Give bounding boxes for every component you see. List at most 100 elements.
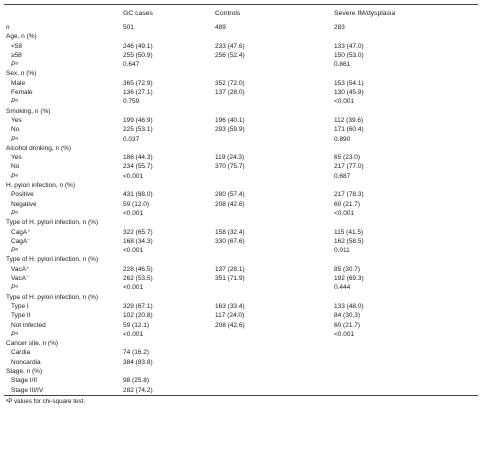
table-row: Pᵃ <0.001 0.687 xyxy=(4,172,478,181)
table-row: Negative 59 (12.0) 208 (42.6) 60 (21.7) xyxy=(4,200,478,209)
row-label: Smoking, n (%) xyxy=(6,107,51,115)
row-label: ≥58 xyxy=(11,51,22,59)
table-row: CagA⁻ 168 (34.3) 330 (67.6) 162 (58.5) xyxy=(4,237,478,246)
table-row: Type of H. pylori infection, n (%) xyxy=(4,255,478,264)
table-row: Stage I/II 98 (25.8) xyxy=(4,376,478,385)
cell-gc-cases: 431 (88.0) xyxy=(123,191,153,199)
cell-severe-im-dysplasia: 0.861 xyxy=(334,61,351,69)
cell-gc-cases: 255 (50.9) xyxy=(123,51,153,59)
cell-severe-im-dysplasia xyxy=(332,293,478,302)
row-label: Pᵃ xyxy=(11,284,18,292)
row-label: Cancer site, n (%) xyxy=(6,340,59,348)
cell-severe-im-dysplasia: 0.890 xyxy=(334,135,351,143)
top-rule xyxy=(4,4,478,5)
table-row: n 501 489 283 xyxy=(4,23,478,32)
cell-gc-cases: 246 (49.1) xyxy=(123,42,153,50)
row-label: Type of H. pylori infection, n (%) xyxy=(6,293,99,301)
row-label: Age, n (%) xyxy=(6,33,37,41)
row-label: No xyxy=(11,163,20,171)
cell-severe-im-dysplasia xyxy=(332,386,478,395)
cell-gc-cases xyxy=(121,69,213,78)
cell-severe-im-dysplasia xyxy=(332,367,478,376)
cell-gc-cases: 168 (34.3) xyxy=(123,237,153,245)
row-label: Noncardia xyxy=(11,358,41,366)
row-label: Cardia xyxy=(11,349,31,357)
cell-controls xyxy=(213,386,332,395)
cell-controls xyxy=(213,69,332,78)
cell-gc-cases: 384 (83.8) xyxy=(123,358,153,366)
cell-controls xyxy=(213,348,332,357)
cell-controls: 196 (40.1) xyxy=(215,116,245,124)
row-label: Positive xyxy=(11,191,34,199)
cell-gc-cases xyxy=(121,107,213,116)
cell-severe-im-dysplasia: 115 (41.5) xyxy=(334,228,364,236)
cell-controls: 208 (42.6) xyxy=(215,200,245,208)
cell-gc-cases xyxy=(121,255,213,264)
cell-severe-im-dysplasia xyxy=(332,358,478,367)
cell-severe-im-dysplasia xyxy=(332,348,478,357)
cell-gc-cases: 262 (53.5) xyxy=(123,275,153,283)
cell-severe-im-dysplasia: 192 (69.3) xyxy=(334,275,364,283)
cell-controls xyxy=(213,172,332,181)
cell-gc-cases: 59 (12.1) xyxy=(123,321,150,329)
table-header-row: GC cases Controls Severe IM/dysplasia xyxy=(4,5,478,23)
table-row: Cardia 74 (16.2) xyxy=(4,348,478,357)
cell-controls: 256 (52.4) xyxy=(215,51,245,59)
cell-gc-cases: 234 (55.7) xyxy=(123,163,153,171)
cell-severe-im-dysplasia: 283 xyxy=(334,24,345,31)
table-row: VacA⁻ 262 (53.5) 351 (71.9) 192 (69.3) xyxy=(4,274,478,283)
table-body: n 501 489 283 Age, n (%) <58 246 (49.1) 233 (47… xyxy=(4,23,478,395)
row-label: Type I xyxy=(11,302,29,310)
row-label: Pᵃ xyxy=(11,61,18,69)
table-row: Female 136 (27.1) 137 (28.0) 130 (45.9) xyxy=(4,88,478,97)
table-row: Pᵃ 0.647 0.861 xyxy=(4,60,478,69)
cell-gc-cases xyxy=(121,32,213,41)
cell-controls: 351 (71.9) xyxy=(215,275,245,283)
table-row: Pᵃ 0.759 <0.001 xyxy=(4,97,478,106)
row-label: Pᵃ xyxy=(11,330,18,338)
row-label: n xyxy=(6,24,10,31)
cell-controls xyxy=(213,293,332,302)
row-label: <58 xyxy=(11,42,23,50)
cell-severe-im-dysplasia: 85 (30.7) xyxy=(334,265,361,273)
cell-controls xyxy=(213,209,332,218)
cell-severe-im-dysplasia: 84 (30.3) xyxy=(334,312,361,320)
cell-severe-im-dysplasia: 162 (58.5) xyxy=(334,237,364,245)
table-row: Pᵃ <0.001 0.011 xyxy=(4,246,478,255)
cell-controls xyxy=(213,367,332,376)
row-label: Not infected xyxy=(11,321,46,329)
cell-controls: 489 xyxy=(215,24,226,31)
cell-gc-cases: 186 (44.3) xyxy=(123,154,153,162)
table-row: H. pylori infection, n (%) xyxy=(4,181,478,190)
cell-gc-cases: 228 (46.5) xyxy=(123,265,153,273)
row-label: Type II xyxy=(11,312,31,320)
row-label: Type of H. pylori infection, n (%) xyxy=(6,256,99,264)
cell-severe-im-dysplasia: 133 (47.0) xyxy=(334,42,364,50)
cell-controls: 233 (47.6) xyxy=(215,42,245,50)
table-row: Sex, n (%) xyxy=(4,69,478,78)
cell-gc-cases: 329 (67.1) xyxy=(123,302,153,310)
cell-controls: 208 (42.6) xyxy=(215,321,245,329)
table-row: <58 246 (49.1) 233 (47.6) 133 (47.0) xyxy=(4,42,478,51)
table-row: No 234 (55.7) 370 (75.7) 217 (77.0) xyxy=(4,162,478,171)
cell-controls xyxy=(213,376,332,385)
cell-gc-cases: 0.759 xyxy=(123,98,140,106)
cell-severe-im-dysplasia: 217 (77.0) xyxy=(334,163,364,171)
cell-controls xyxy=(213,97,332,106)
row-label: Negative xyxy=(11,200,37,208)
cell-severe-im-dysplasia xyxy=(332,339,478,348)
row-label: Pᵃ xyxy=(11,172,18,180)
table-row: Type I 329 (67.1) 163 (33.4) 133 (48.0) xyxy=(4,302,478,311)
cell-controls: 163 (33.4) xyxy=(215,302,245,310)
cell-gc-cases: 98 (25.8) xyxy=(123,377,150,385)
cell-gc-cases: 501 xyxy=(123,24,134,31)
cell-controls xyxy=(213,60,332,69)
cell-controls xyxy=(213,246,332,255)
cell-gc-cases xyxy=(121,339,213,348)
cell-controls: 158 (32.4) xyxy=(215,228,245,236)
cell-controls: 352 (72.0) xyxy=(215,79,245,87)
cell-gc-cases: 322 (65.7) xyxy=(123,228,153,236)
table-row: Type of H. pylori infection, n (%) xyxy=(4,218,478,227)
cell-severe-im-dysplasia xyxy=(332,107,478,116)
cell-severe-im-dysplasia: 133 (48.0) xyxy=(334,302,364,310)
